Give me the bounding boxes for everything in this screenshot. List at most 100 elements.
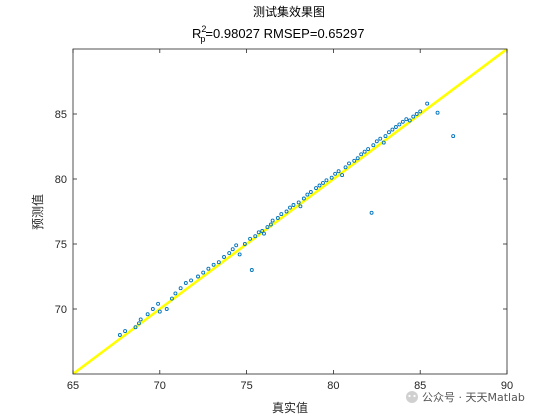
data-point-19 [216, 260, 221, 265]
data-point-28 [253, 234, 258, 239]
y-axis-label: 预测值 [30, 194, 45, 230]
data-point-43 [305, 192, 310, 197]
data-point-41 [298, 204, 303, 209]
data-point-7 [156, 301, 161, 306]
data-point-35 [275, 216, 280, 220]
data-point-25 [242, 242, 247, 246]
data-point-15 [196, 274, 200, 279]
data-point-10 [170, 296, 174, 301]
data-point-60 [369, 210, 374, 215]
data-point-23 [234, 243, 239, 248]
points-layer [117, 101, 456, 337]
data-point-29 [256, 230, 261, 235]
data-point-2 [133, 325, 138, 330]
subtitle-sup: 2 [201, 24, 206, 34]
data-point-3 [137, 321, 141, 326]
data-point-5 [145, 312, 150, 317]
data-point-61 [371, 143, 376, 148]
y-tick-label: 70 [55, 304, 67, 316]
fit-line-layer [73, 49, 507, 374]
data-point-50 [333, 171, 338, 176]
data-point-36 [279, 212, 284, 217]
data-point-47 [321, 180, 325, 185]
data-point-34 [270, 218, 275, 223]
data-point-18 [211, 262, 216, 267]
data-point-74 [414, 112, 419, 116]
x-tick-label: 75 [240, 380, 252, 392]
x-axis-label: 真实值 [272, 400, 308, 415]
data-point-55 [352, 158, 357, 163]
data-point-53 [343, 165, 348, 170]
data-point-44 [308, 190, 313, 194]
x-tick-label: 90 [501, 380, 513, 392]
chart-subtitle: R2 p=0.98027 RMSEP=0.65297 [192, 24, 364, 44]
data-point-17 [206, 266, 211, 271]
data-point-37 [284, 209, 289, 214]
data-point-56 [355, 156, 360, 161]
data-point-62 [374, 139, 379, 144]
chart-title: 测试集效果图 [253, 4, 325, 19]
data-point-13 [183, 281, 188, 285]
data-point-11 [173, 291, 178, 296]
wechat-icon-dot [408, 394, 411, 398]
data-point-48 [324, 178, 329, 183]
data-point-4 [138, 317, 143, 322]
data-point-40 [296, 200, 301, 205]
data-point-78 [451, 134, 456, 139]
y-ticks: 70 75 80 85 [55, 109, 507, 316]
fit-line [73, 49, 507, 374]
data-point-22 [230, 247, 235, 252]
data-point-32 [265, 225, 270, 230]
data-point-46 [317, 183, 322, 188]
data-point-14 [189, 278, 193, 283]
data-point-67 [390, 127, 395, 132]
subtitle-r: R [192, 26, 201, 41]
data-point-42 [301, 196, 306, 201]
data-point-38 [288, 205, 292, 210]
data-point-77 [435, 110, 440, 115]
data-point-58 [362, 149, 367, 154]
data-point-52 [340, 173, 345, 178]
data-point-65 [383, 134, 388, 139]
data-point-66 [387, 130, 391, 135]
data-point-24 [237, 252, 242, 257]
data-point-9 [164, 307, 169, 311]
x-tick-label: 70 [154, 380, 166, 392]
data-point-16 [201, 270, 206, 275]
data-point-31 [262, 231, 266, 236]
y-tick-label: 85 [55, 109, 67, 121]
x-tick-label: 80 [327, 380, 339, 392]
data-point-39 [291, 203, 296, 207]
data-point-72 [407, 118, 412, 123]
y-tick-label: 75 [55, 239, 67, 251]
data-point-59 [366, 147, 371, 152]
data-point-21 [227, 251, 232, 256]
data-point-0 [117, 333, 122, 337]
data-point-76 [425, 101, 430, 106]
data-point-57 [359, 152, 364, 157]
data-point-69 [397, 122, 402, 127]
data-point-1 [123, 329, 128, 334]
axes-box [72, 48, 508, 375]
data-point-51 [336, 169, 341, 174]
data-point-26 [248, 236, 253, 241]
wechat-icon [406, 391, 418, 403]
data-point-30 [260, 229, 265, 233]
data-point-64 [381, 140, 386, 145]
data-point-75 [418, 109, 423, 114]
data-point-73 [411, 114, 416, 119]
watermark-text: 公众号 · 天天Matlab [422, 391, 525, 404]
data-point-33 [268, 222, 273, 227]
data-point-54 [347, 161, 351, 166]
data-point-63 [378, 136, 383, 141]
data-point-49 [329, 175, 334, 180]
data-point-45 [314, 186, 318, 191]
data-point-20 [222, 255, 226, 259]
subtitle-sub: p [200, 34, 205, 44]
data-point-71 [404, 117, 409, 122]
wechat-icon-dot-2 [413, 394, 416, 398]
x-ticks: 65 70 75 80 85 90 [67, 49, 513, 392]
data-point-8 [157, 309, 162, 314]
watermark: 公众号 · 天天Matlab [406, 391, 525, 404]
